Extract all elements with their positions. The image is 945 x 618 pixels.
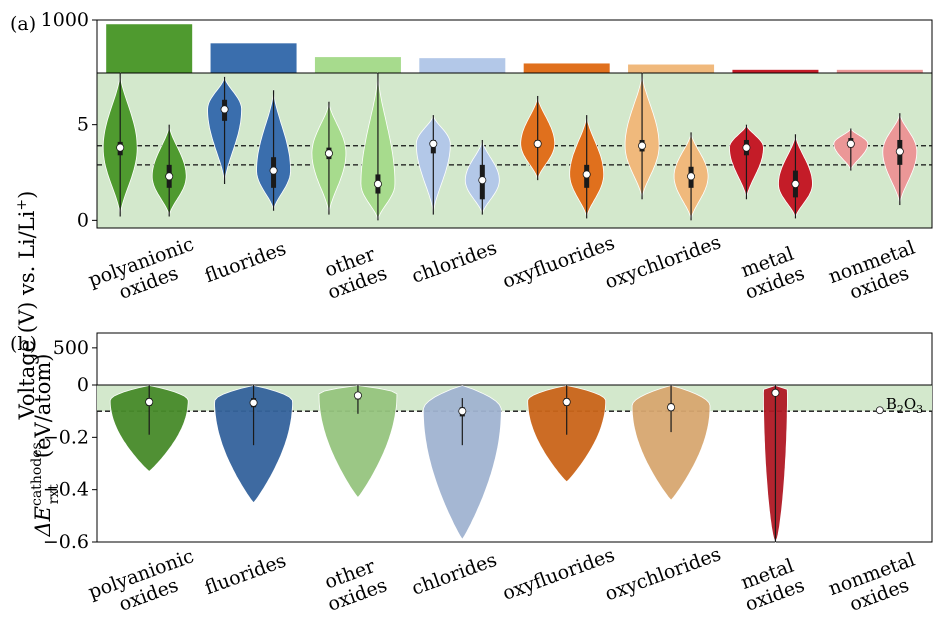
y-tick-label: 0 <box>77 209 89 231</box>
energy-median-point-6 <box>771 388 780 397</box>
anode-median-point-5 <box>687 172 696 181</box>
cathode-median-point-7 <box>846 139 855 148</box>
count-tick-label: 1000 <box>41 9 89 31</box>
category-label-line: fluorides <box>202 238 289 288</box>
panel-a: (a) 1000 05 polyanionicoxides fluorides ot… <box>10 9 933 421</box>
category-label-3: chlorides <box>409 549 500 600</box>
cathode-median-point-4 <box>533 139 542 148</box>
svg-text:ΔEcathodesrxt(eV/atom): ΔEcathodesrxt(eV/atom) <box>29 354 62 538</box>
anode-median-point-2 <box>373 179 382 188</box>
category-label-5: oxychlorides <box>602 231 724 293</box>
panel-a-count-axes: 1000 <box>41 9 933 74</box>
cathode-median-point-1 <box>220 105 229 114</box>
y-tick-label: −0.4 <box>43 479 89 501</box>
y-tick-label: 500 <box>53 337 89 359</box>
panel-b: (b) 500 0 −0.2 −0.4 −0.6 B2O3 polyanionicoxid… <box>10 332 933 618</box>
panel-b-label: (b) <box>10 333 37 355</box>
b2o3-label-part: O <box>904 395 916 413</box>
energy-median-point-4 <box>562 398 571 407</box>
anode-median-point-4 <box>582 170 591 179</box>
cathode-median-point-0 <box>116 143 125 152</box>
category-label-line: oxychlorides <box>602 543 724 605</box>
b2o3-label-part: B <box>886 395 897 413</box>
category-label-line: chlorides <box>409 237 500 288</box>
category-label-0: polyanionicoxides <box>85 233 204 312</box>
b2o3-label-part: 2 <box>897 403 904 416</box>
anode-median-point-0 <box>165 172 174 181</box>
y-tick-label: 5 <box>77 114 89 136</box>
cathode-median-point-6 <box>742 143 751 152</box>
count-bar-7 <box>836 69 923 73</box>
y-tick-label: −0.6 <box>43 531 89 553</box>
count-bar-6 <box>732 69 819 73</box>
cathode-median-point-3 <box>429 139 438 148</box>
count-bar-2 <box>314 57 401 73</box>
category-label-7: nonmetaloxides <box>826 549 926 618</box>
category-label-2: otheroxides <box>317 554 390 616</box>
y-tick-label: 0 <box>77 374 89 396</box>
count-bar-4 <box>523 63 610 73</box>
cathode-median-point-2 <box>324 149 333 158</box>
category-label-4: oxyfluorides <box>500 232 618 293</box>
b2o3-label: B2O3 <box>886 395 923 416</box>
energy-median-point-3 <box>458 407 467 416</box>
category-label-4: oxyfluorides <box>500 544 618 605</box>
count-bar-1 <box>210 43 297 73</box>
category-label-line: fluorides <box>202 550 289 600</box>
category-label-3: chlorides <box>409 237 500 288</box>
anode-median-point-1 <box>269 166 278 175</box>
panel-b-y-axis-label: ΔEcathodesrxt(eV/atom) <box>29 354 62 538</box>
category-label-line: oxyfluorides <box>500 232 618 293</box>
energy-violin-2 <box>318 385 398 499</box>
energy-median-point-5 <box>667 403 676 412</box>
category-label-1: fluorides <box>202 238 289 288</box>
panel-a-category-labels: polyanionicoxides fluorides otheroxides chl… <box>85 231 926 312</box>
category-label-line: oxychlorides <box>602 231 724 293</box>
category-label-6: metaloxides <box>735 242 808 304</box>
category-label-line: chlorides <box>409 549 500 600</box>
count-bar-5 <box>628 64 715 73</box>
category-label-1: fluorides <box>202 550 289 600</box>
anode-median-point-3 <box>478 176 487 185</box>
panel-a-label: (a) <box>10 13 36 35</box>
b2o3-label-part: 3 <box>916 403 923 416</box>
category-label-5: oxychlorides <box>602 543 724 605</box>
energy-violin-3 <box>422 385 502 541</box>
anode-median-point-6 <box>791 179 800 188</box>
category-label-0: polyanionicoxides <box>85 545 204 618</box>
panel-b-main-axes: 500 0 −0.2 −0.4 −0.6 B2O3 <box>43 332 933 553</box>
panel-a-main-axes: 05 <box>77 72 933 231</box>
energy-violin-5 <box>631 385 711 501</box>
category-label-2: otheroxides <box>317 242 390 304</box>
b2o3-point <box>875 406 884 415</box>
energy-median-point-0 <box>145 398 154 407</box>
panel-a-y-axis-label: Voltage (V) vs. Li/Li+) <box>14 191 39 421</box>
category-label-7: nonmetaloxides <box>826 237 926 309</box>
anode-median-point-7 <box>895 147 904 156</box>
count-bar-3 <box>419 58 506 73</box>
panel-b-category-labels: polyanionicoxides fluorides otheroxides chl… <box>85 543 926 618</box>
cathode-median-point-5 <box>638 141 647 150</box>
category-label-line: oxyfluorides <box>500 544 618 605</box>
energy-median-point-2 <box>353 391 362 400</box>
category-label-6: metaloxides <box>735 554 808 616</box>
count-bar-0 <box>106 24 193 74</box>
y-tick-label: −0.2 <box>43 426 89 448</box>
energy-median-point-1 <box>249 398 258 407</box>
